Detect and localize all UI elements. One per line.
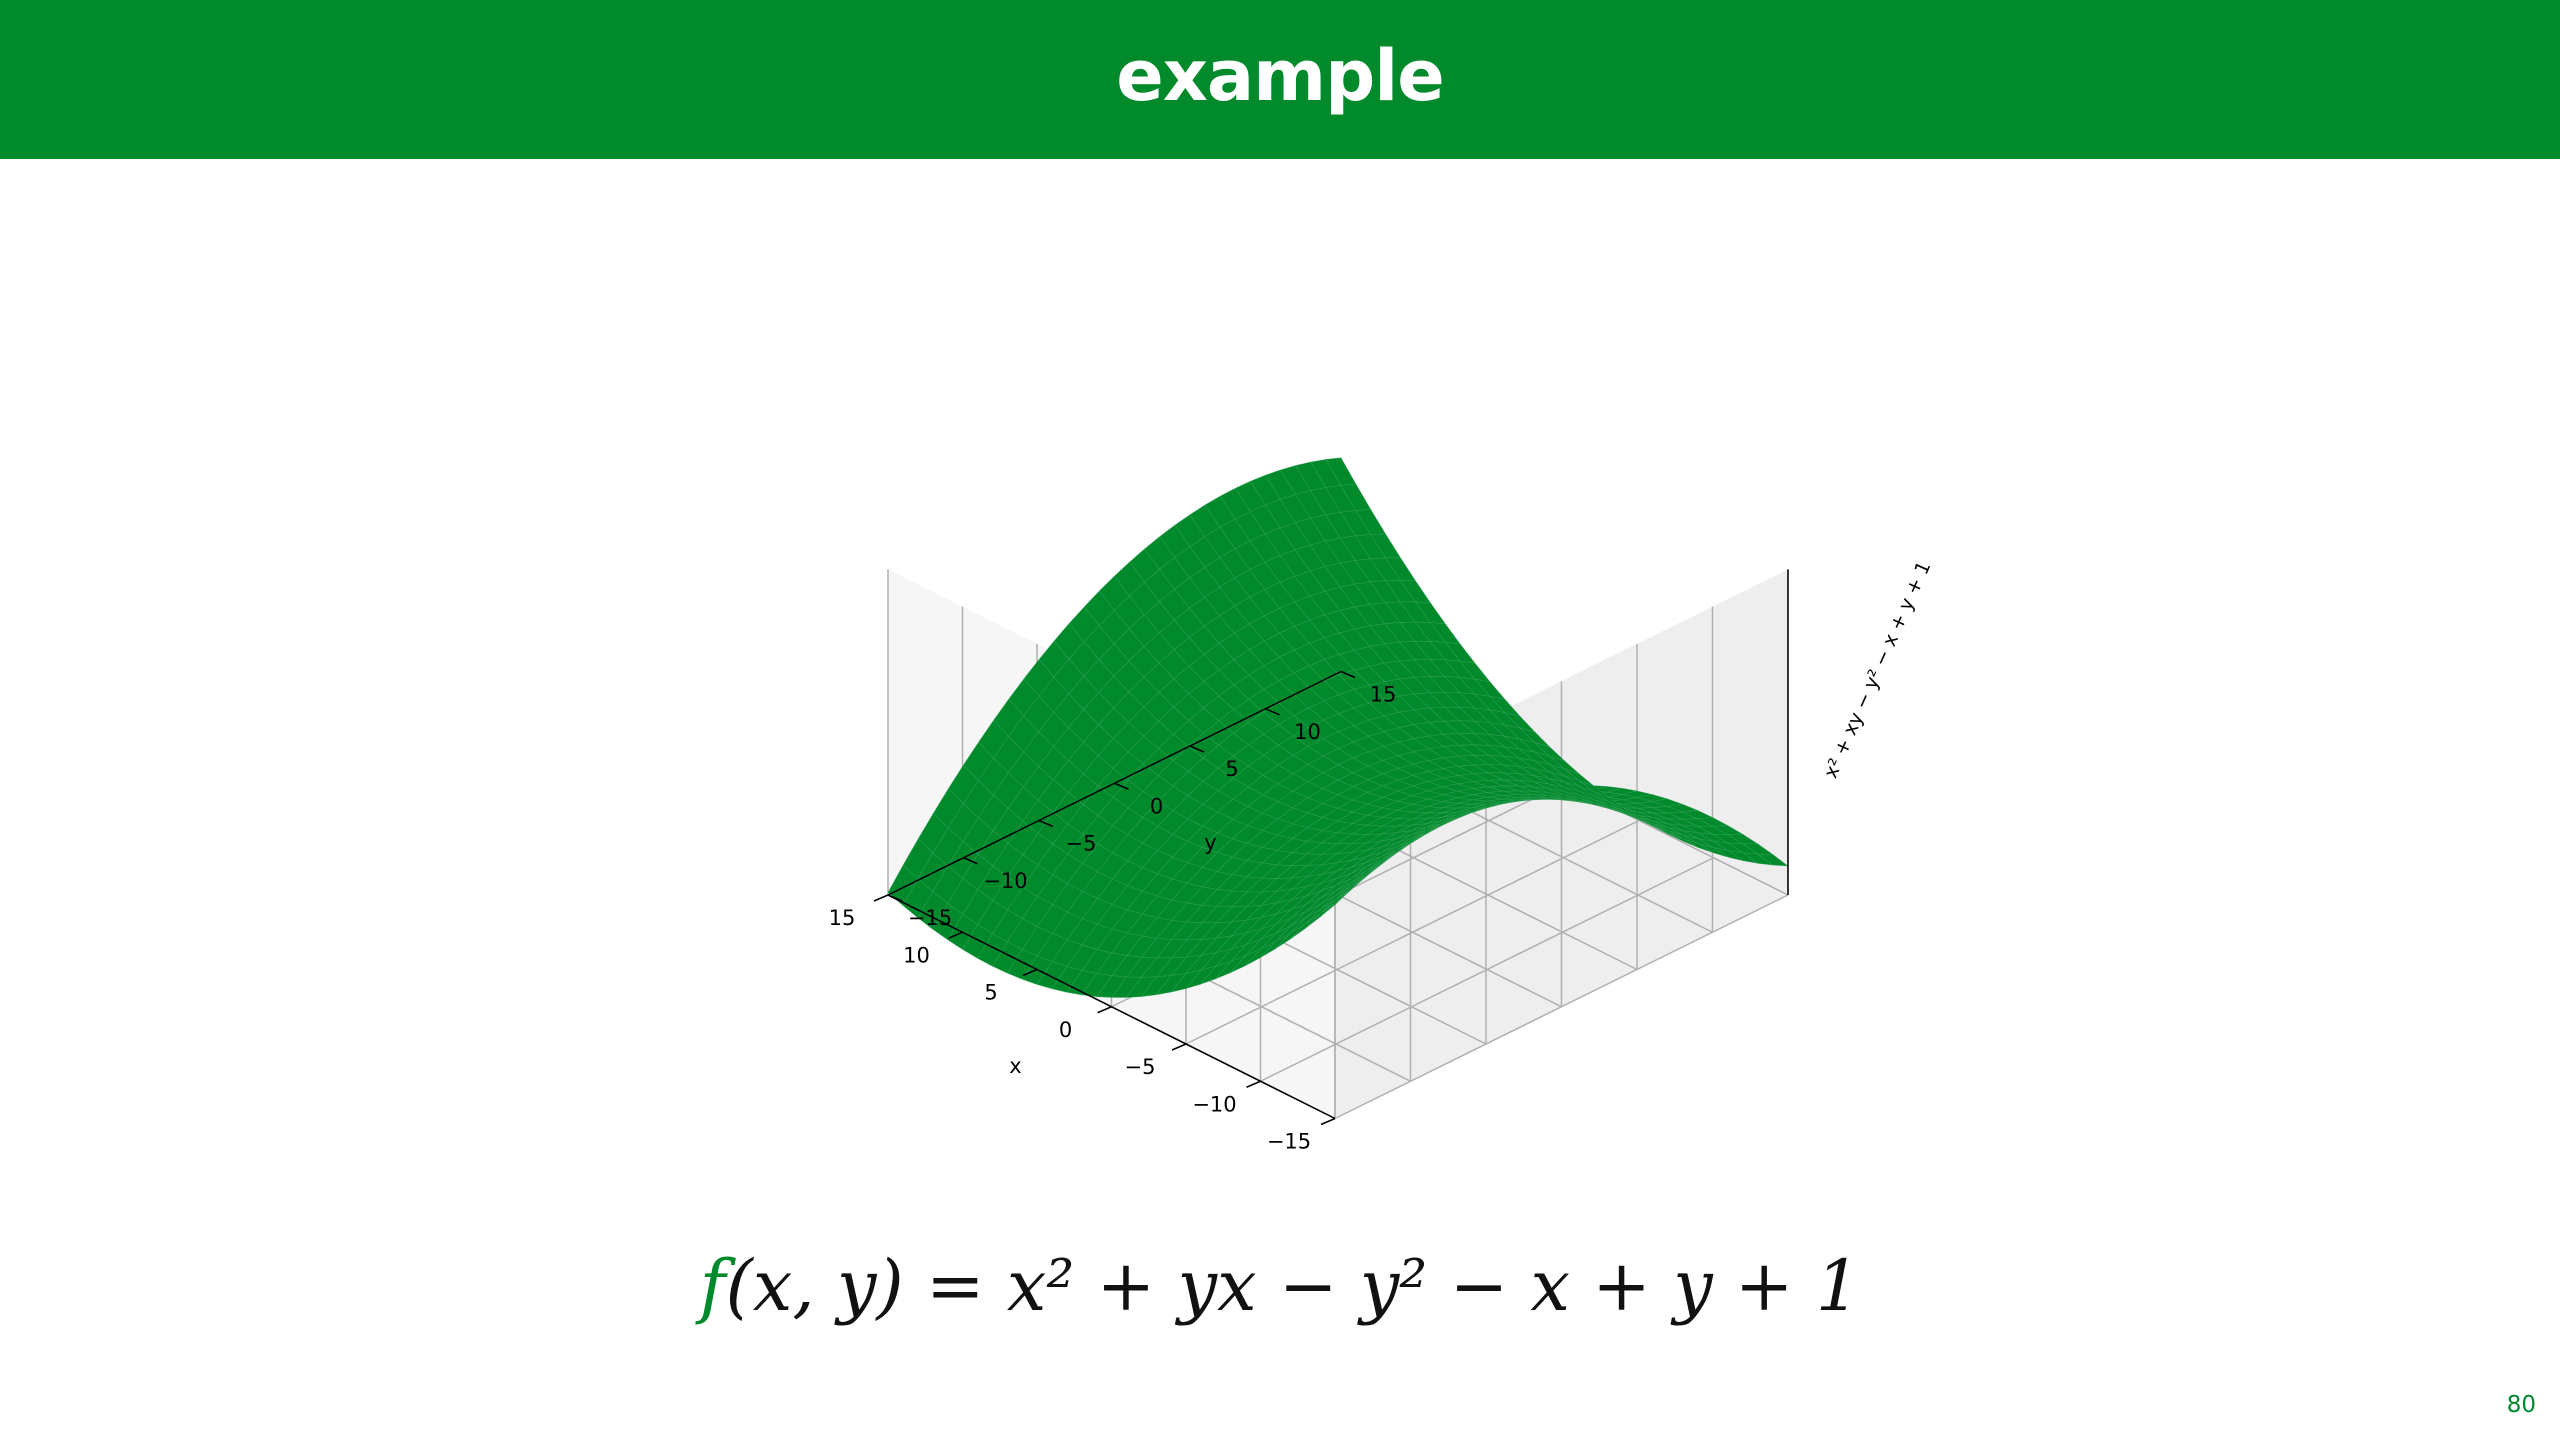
y-tick-label: −10: [983, 869, 1027, 893]
y-tick: [1114, 782, 1129, 790]
surface-mesh: [887, 457, 1789, 998]
x-tick-label: 0: [1059, 1018, 1072, 1042]
x-tick: [1320, 1117, 1336, 1126]
y-tick: [1265, 708, 1280, 716]
y-tick-label: 10: [1294, 720, 1321, 744]
y-tick: [887, 894, 903, 902]
y-tick: [963, 857, 978, 865]
page-number: 80: [2506, 1392, 2536, 1418]
tick-labels: −15 −15 −10 −10 −5 −5 0 0 5 5 10 10 15 15: [829, 683, 1397, 1154]
x-tick-label: −10: [1192, 1092, 1236, 1116]
y-tick-label: 0: [1150, 794, 1163, 818]
axes: [873, 569, 1789, 1126]
x-tick-label: 5: [984, 981, 997, 1005]
x-axis-label: x: [1009, 1054, 1021, 1078]
x-tick: [948, 931, 963, 939]
x-tick-label: 15: [829, 906, 856, 930]
x-tick: [1022, 968, 1038, 977]
x-tick-label: 10: [903, 943, 930, 967]
y-tick: [1189, 745, 1205, 753]
formula-function-name: f: [699, 1245, 726, 1327]
y-axis-label: y: [1204, 830, 1216, 854]
z-axis-label: x² + xy − y² − x + y + 1: [1820, 558, 1936, 781]
slide-title: example: [1116, 34, 1444, 117]
function-formula: f(x, y) = x² + yx − y² − x + y + 1: [0, 1245, 2560, 1327]
y-tick-label: 15: [1370, 683, 1397, 707]
x-tick: [1097, 1006, 1112, 1014]
formula-expression: (x, y) = x² + yx − y² − x + y + 1: [725, 1245, 1861, 1327]
y-tick-label: 5: [1225, 757, 1238, 781]
y-tick-label: −5: [1066, 832, 1097, 856]
x-tick: [1246, 1080, 1261, 1088]
x-tick: [873, 894, 889, 902]
x-tick-label: −15: [1267, 1130, 1311, 1154]
y-tick-label: −15: [908, 906, 952, 930]
surface-facet: [1325, 457, 1357, 486]
y-tick: [1038, 819, 1054, 828]
title-bar: example: [0, 0, 2560, 159]
x-tick: [1171, 1043, 1187, 1051]
y-tick: [1340, 670, 1356, 679]
x-tick-label: −5: [1125, 1055, 1156, 1079]
